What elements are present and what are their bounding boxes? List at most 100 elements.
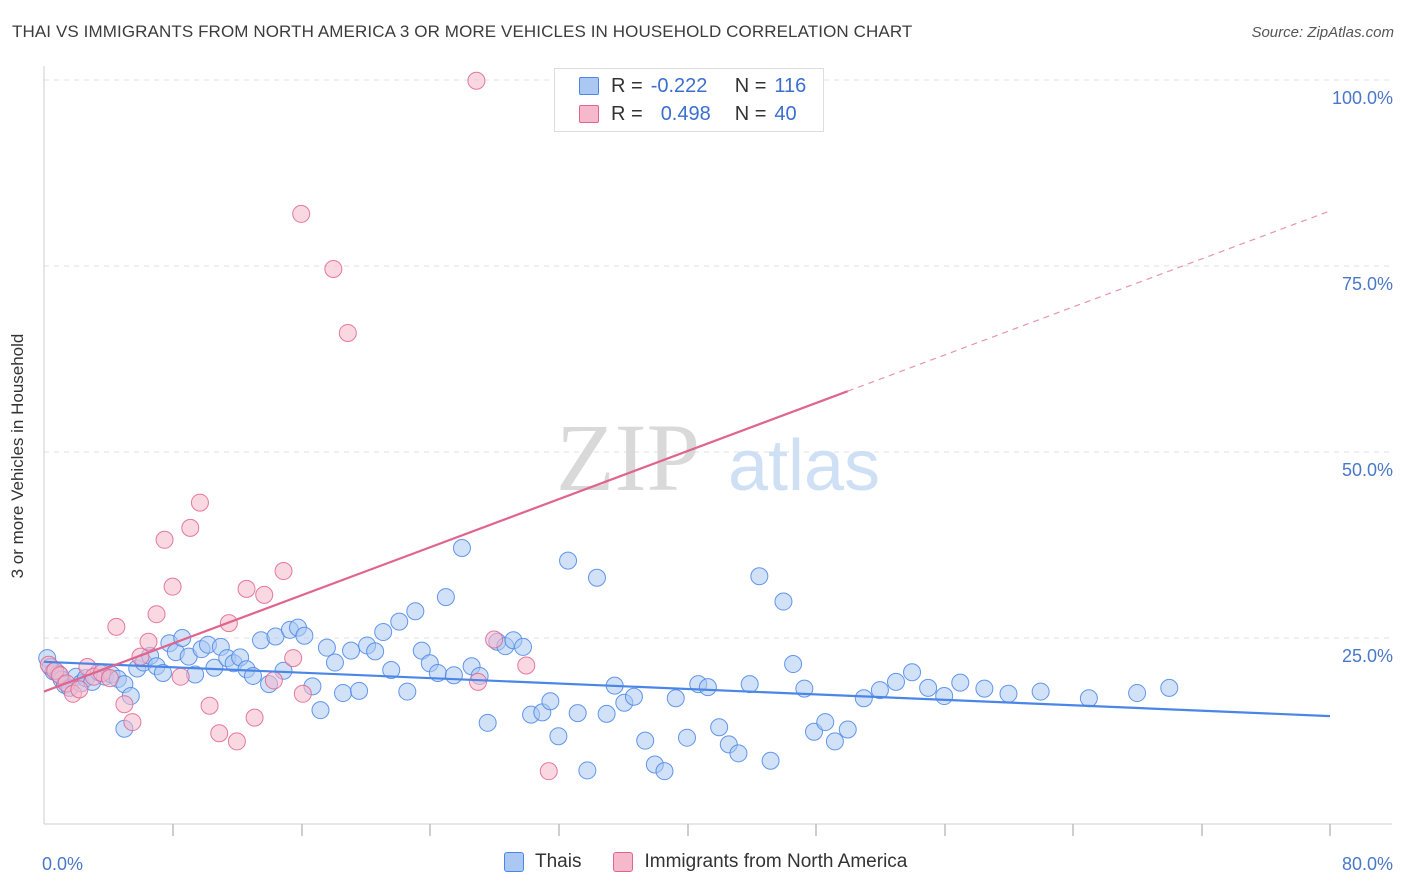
thais-point bbox=[710, 718, 729, 737]
trend-lines bbox=[43, 210, 1331, 718]
thais-point bbox=[1160, 678, 1179, 697]
correlation-legend: R = -0.222 N = 116 R = 0.498 N = 40 bbox=[554, 68, 824, 132]
thais-point bbox=[1128, 684, 1147, 703]
thais-point bbox=[951, 673, 970, 692]
thais-point bbox=[1079, 689, 1098, 708]
thais-point bbox=[153, 663, 172, 682]
immigrants-point bbox=[107, 617, 126, 636]
immigrants-point bbox=[338, 323, 357, 342]
thais-point bbox=[587, 568, 606, 587]
thais-point bbox=[655, 762, 674, 781]
immigrants-point bbox=[227, 732, 246, 751]
thais-point bbox=[740, 675, 759, 694]
immigrants-point bbox=[469, 672, 488, 691]
thais-point bbox=[666, 689, 685, 708]
thais-point bbox=[935, 687, 954, 706]
thais-points bbox=[38, 538, 1179, 781]
thais-point bbox=[478, 713, 497, 732]
thais-point bbox=[597, 704, 616, 723]
legend-label-immigrants: Immigrants from North America bbox=[644, 851, 908, 872]
immigrants-point bbox=[70, 680, 89, 699]
thais-point bbox=[636, 731, 655, 750]
thais-point bbox=[975, 679, 994, 698]
thais-point bbox=[886, 672, 905, 691]
legend-swatch-blue bbox=[579, 77, 599, 95]
immigrants-point bbox=[190, 493, 209, 512]
legend-r-value: 0.498 bbox=[660, 102, 711, 125]
thais-point bbox=[784, 655, 803, 674]
thais-point bbox=[559, 551, 578, 570]
legend-swatch-immigrants bbox=[613, 852, 634, 872]
immigrants-point bbox=[147, 605, 166, 624]
legend-r-value: -0.222 bbox=[650, 74, 708, 97]
thais-point bbox=[398, 682, 417, 701]
thais-point bbox=[333, 684, 352, 703]
thais-point bbox=[903, 663, 922, 682]
legend-swatch-pink bbox=[579, 105, 599, 123]
legend-n-value: 40 bbox=[774, 102, 797, 125]
thais-point bbox=[761, 751, 780, 770]
thais-point bbox=[406, 602, 425, 621]
thais-point bbox=[568, 704, 587, 723]
legend-item-thais: Thais bbox=[504, 851, 581, 873]
immigrants-point bbox=[485, 630, 504, 649]
immigrants-point bbox=[284, 649, 303, 668]
thais-point bbox=[854, 689, 873, 708]
immigrants-point bbox=[274, 562, 293, 581]
thais-point bbox=[816, 713, 835, 732]
thais-point bbox=[578, 761, 597, 780]
y-tick-label: 25.0% bbox=[1342, 646, 1393, 666]
legend-n-label: N = bbox=[734, 102, 767, 125]
legend-n-label: N = bbox=[734, 74, 767, 97]
thais-point bbox=[1031, 682, 1050, 701]
thais-point bbox=[317, 638, 336, 657]
y-tick-label: 75.0% bbox=[1342, 274, 1393, 294]
legend-item-immigrants: Immigrants from North America bbox=[613, 851, 907, 873]
thais-point bbox=[541, 692, 560, 711]
thais-point bbox=[412, 641, 431, 660]
thais-point bbox=[729, 744, 748, 763]
thais-point bbox=[295, 626, 314, 645]
immigrants-point bbox=[210, 724, 229, 743]
thais-point bbox=[678, 728, 696, 747]
thais-trend-line bbox=[43, 660, 1331, 718]
legend-r-label: R = bbox=[611, 74, 643, 97]
thais-point bbox=[774, 592, 793, 611]
immigrants-point bbox=[171, 667, 190, 686]
gridlines bbox=[44, 79, 1392, 639]
immigrants-point bbox=[255, 585, 274, 604]
immigrants-trend-line bbox=[43, 390, 849, 693]
immigrants-point bbox=[539, 762, 558, 781]
thais-point bbox=[390, 612, 409, 631]
immigrants-point bbox=[517, 656, 536, 675]
immigrants-point bbox=[324, 259, 343, 278]
thais-point bbox=[870, 681, 889, 700]
chart-title: THAI VS IMMIGRANTS FROM NORTH AMERICA 3 … bbox=[12, 22, 913, 41]
immigrants-point bbox=[467, 71, 486, 90]
thais-point bbox=[624, 687, 643, 706]
y-tick-label: 50.0% bbox=[1342, 460, 1393, 480]
series-legend: Thais Immigrants from North America bbox=[504, 851, 939, 873]
immigrants-point bbox=[123, 713, 142, 732]
thais-point bbox=[311, 701, 330, 720]
legend-swatch-thais bbox=[504, 852, 524, 872]
source-label: Source: ZipAtlas.com bbox=[1251, 24, 1394, 41]
thais-point bbox=[919, 678, 938, 697]
thais-point bbox=[452, 538, 471, 557]
immigrants-point bbox=[155, 530, 174, 549]
immigrants-point bbox=[100, 669, 119, 688]
immigrants-point bbox=[264, 671, 283, 690]
thais-point bbox=[750, 567, 769, 586]
thais-point bbox=[514, 637, 533, 656]
x-tick-min: 0.0% bbox=[42, 854, 83, 874]
axes bbox=[43, 66, 1392, 836]
thais-point bbox=[325, 653, 344, 672]
immigrants-trend-extension bbox=[847, 210, 1331, 392]
immigrants-point bbox=[181, 518, 200, 537]
legend-label-thais: Thais bbox=[535, 851, 582, 872]
immigrants-point bbox=[293, 684, 312, 703]
thais-point bbox=[350, 681, 369, 700]
thais-point bbox=[342, 641, 361, 660]
immigrants-point bbox=[115, 695, 134, 714]
thais-point bbox=[382, 660, 401, 679]
